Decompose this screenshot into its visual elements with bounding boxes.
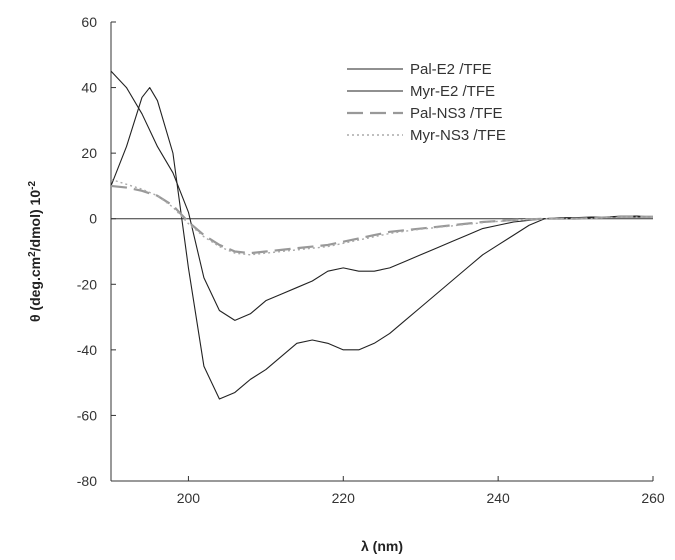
y-axis-title: θ (deg.cm2/dmol) 10-2 (27, 181, 44, 323)
y-tick-label: -40 (77, 342, 97, 358)
y-tick-label: -80 (77, 473, 97, 489)
series-line-2 (110, 87, 653, 400)
y-tick-label: 20 (81, 145, 97, 161)
x-tick-label: 260 (641, 490, 665, 506)
legend-label-2: Myr-E2 /TFE (410, 83, 495, 100)
legend-label-4: Myr-NS3 /TFE (410, 127, 506, 144)
y-tick-label: 0 (89, 211, 97, 227)
legend-label-3: Pal-NS3 /TFE (410, 105, 503, 122)
y-tick-label: -20 (77, 276, 97, 292)
series-line-3 (110, 184, 653, 255)
y-tick-label: 60 (81, 14, 97, 30)
x-tick-label: 200 (177, 490, 201, 506)
y-axis-title-part: θ (deg.cm (27, 257, 43, 322)
x-tick-label: 220 (332, 490, 356, 506)
x-axis-title: λ (nm) (361, 538, 403, 554)
y-tick-label: -60 (77, 407, 97, 423)
x-tick-label: 240 (486, 490, 510, 506)
y-axis-title-part: -2 (27, 181, 38, 190)
series-line-1 (110, 70, 654, 321)
y-axis-title-part: 2 (27, 251, 38, 257)
y-tick-label: 40 (81, 80, 97, 96)
legend-label-1: Pal-E2 /TFE (410, 61, 492, 78)
y-axis-title-part: /dmol) 10 (27, 190, 43, 252)
series-line-4 (110, 178, 653, 256)
